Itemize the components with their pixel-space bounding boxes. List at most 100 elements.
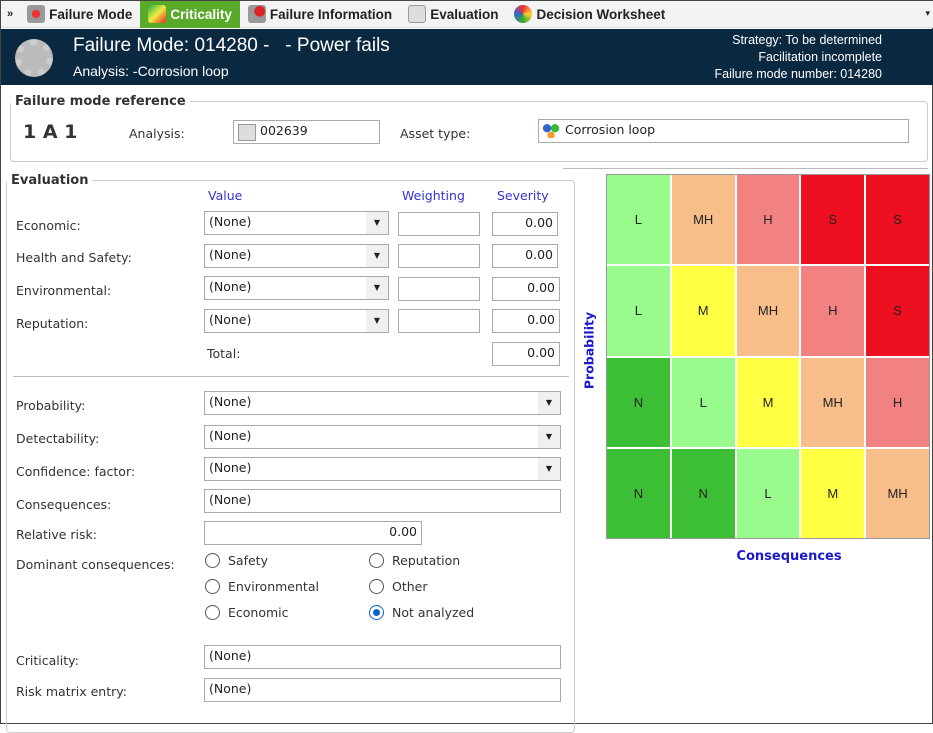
economic-value-dropdown[interactable]: (None) ▼ — [204, 211, 389, 235]
dominant-consequences-label: Dominant consequences: — [16, 557, 175, 572]
radio-environmental[interactable]: Environmental — [205, 579, 319, 594]
analysis-field[interactable]: 002639 — [233, 120, 380, 144]
rcm2-icon — [238, 124, 256, 141]
risk-matrix-cell[interactable]: H — [801, 266, 865, 356]
chevron-down-icon: ▼ — [538, 426, 560, 448]
severity-column-header: Severity — [497, 188, 549, 203]
radio-label: Economic — [228, 605, 289, 620]
radio-circle — [369, 579, 384, 594]
reputation-severity-field[interactable]: 0.00 — [492, 309, 560, 333]
chevron-down-icon: ▼ — [366, 245, 388, 267]
radio-other[interactable]: Other — [369, 579, 428, 594]
risk-matrix-cell[interactable]: M — [801, 448, 865, 538]
risk-matrix-cell[interactable]: S — [801, 175, 865, 265]
page-subtitle: Analysis: -Corrosion loop — [73, 63, 229, 79]
tab-failure-mode[interactable]: Failure Mode — [19, 1, 140, 28]
radio-label: Not analyzed — [392, 605, 475, 620]
selected-value: (None) — [209, 279, 252, 294]
risk-matrix-entry-field: (None) — [204, 678, 561, 702]
radio-circle — [369, 553, 384, 568]
radio-circle — [205, 605, 220, 620]
risk-matrix-cell[interactable]: L — [736, 448, 800, 538]
health-safety-value-dropdown[interactable]: (None) ▼ — [204, 244, 389, 268]
risk-matrix-cell[interactable]: L — [607, 175, 670, 265]
overflow-icon[interactable]: ▾ — [925, 9, 930, 19]
selected-value: (None) — [209, 312, 252, 327]
reputation-weighting-input[interactable] — [398, 309, 480, 333]
consequences-axis-label: Consequences — [736, 549, 842, 564]
asset-type-icon — [543, 124, 559, 138]
row-label: Economic: — [16, 218, 81, 233]
rcm2-icon — [408, 5, 427, 23]
risk-matrix-cell[interactable]: H — [736, 175, 800, 265]
divider — [563, 168, 928, 169]
probability-dropdown[interactable]: (None) ▼ — [204, 391, 561, 415]
risk-matrix-cell[interactable]: S — [866, 175, 929, 265]
health-safety-severity-field[interactable]: 0.00 — [492, 244, 558, 268]
weighting-column-header: Weighting — [402, 188, 465, 203]
chevron-down-icon: ▼ — [538, 392, 560, 414]
environmental-value-dropdown[interactable]: (None) ▼ — [204, 276, 389, 300]
radio-not-analyzed[interactable]: Not analyzed — [369, 605, 474, 620]
tab-decision-worksheet[interactable]: Decision Worksheet — [506, 1, 673, 28]
chevron-down-icon: ▼ — [538, 458, 560, 480]
risk-matrix-cell[interactable]: S — [866, 266, 929, 356]
selected-value: (None) — [209, 394, 252, 409]
failure-info-icon — [247, 5, 266, 23]
environmental-severity-field[interactable]: 0.00 — [492, 277, 560, 301]
risk-matrix-cell[interactable]: M — [671, 266, 735, 356]
detectability-dropdown[interactable]: (None) ▼ — [204, 425, 561, 449]
reputation-value-dropdown[interactable]: (None) ▼ — [204, 309, 389, 333]
risk-matrix-cell[interactable]: H — [866, 357, 929, 447]
row-label: Environmental: — [16, 283, 112, 298]
health-safety-weighting-input[interactable] — [398, 244, 480, 268]
tab-collapse[interactable]: » — [7, 8, 14, 20]
radio-label: Reputation — [392, 553, 461, 568]
risk-matrix-cell[interactable]: N — [607, 357, 670, 447]
chevron-down-icon: ▼ — [366, 212, 388, 234]
risk-matrix-cell[interactable]: N — [671, 448, 735, 538]
group-title: Evaluation — [11, 173, 89, 188]
selected-value: (None) — [209, 460, 252, 475]
tab-failure-information[interactable]: Failure Information — [240, 1, 400, 28]
risk-matrix-cell[interactable]: L — [671, 357, 735, 447]
radio-circle-selected — [369, 605, 384, 620]
criticality-icon — [148, 5, 167, 23]
relative-risk-field: 0.00 — [204, 521, 422, 545]
selected-value: (None) — [209, 428, 252, 443]
risk-matrix-cell[interactable]: MH — [801, 357, 865, 447]
radio-label: Safety — [228, 553, 268, 568]
selected-value: (None) — [209, 247, 252, 262]
consequences-field[interactable]: (None) — [204, 489, 561, 513]
tab-criticality[interactable]: Criticality — [140, 0, 240, 28]
economic-weighting-input[interactable] — [398, 212, 480, 236]
environmental-weighting-input[interactable] — [398, 277, 480, 301]
radio-economic[interactable]: Economic — [205, 605, 289, 620]
radio-circle — [205, 553, 220, 568]
confidence-label: Confidence: factor: — [16, 464, 136, 479]
risk-matrix-cell[interactable]: MH — [866, 448, 929, 538]
tab-evaluation[interactable]: Evaluation — [400, 1, 506, 28]
tab-bar: » Failure Mode Criticality Failure Infor… — [1, 0, 933, 28]
risk-matrix-cell[interactable]: L — [607, 266, 670, 356]
row-label: Reputation: — [16, 316, 89, 331]
economic-severity-field[interactable]: 0.00 — [492, 212, 558, 236]
risk-matrix-cell[interactable]: MH — [736, 266, 800, 356]
selected-value: (None) — [209, 214, 252, 229]
risk-matrix-cell[interactable]: M — [736, 357, 800, 447]
chevron-down-icon: ▼ — [366, 277, 388, 299]
risk-matrix-cell[interactable]: MH — [671, 175, 735, 265]
confidence-dropdown[interactable]: (None) ▼ — [204, 457, 561, 481]
radio-safety[interactable]: Safety — [205, 553, 268, 568]
value-column-header: Value — [208, 188, 243, 203]
page-title: Failure Mode: 014280 - - Power fails — [73, 35, 390, 56]
radio-label: Other — [392, 579, 428, 594]
radio-reputation[interactable]: Reputation — [369, 553, 460, 568]
criticality-field: (None) — [204, 645, 561, 669]
risk-matrix: L MH H S S L M MH H S N L M MH H N N L M MH — [606, 174, 930, 539]
asset-type-field[interactable]: Corrosion loop — [538, 119, 909, 143]
radio-circle — [205, 579, 220, 594]
risk-matrix-cell[interactable]: N — [607, 448, 670, 538]
chevron-down-icon: ▼ — [366, 310, 388, 332]
failure-mode-icon — [27, 5, 46, 23]
